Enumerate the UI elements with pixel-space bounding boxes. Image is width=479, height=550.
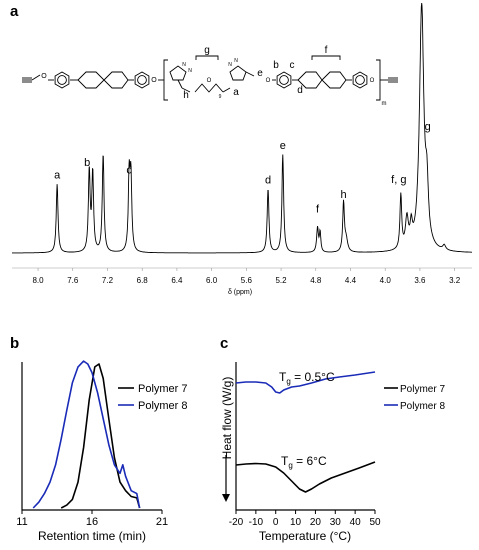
gpc-tick-label: 11 [16, 516, 27, 528]
nmr-tick-label: 6.4 [171, 276, 183, 285]
gpc-tick-label: 16 [86, 516, 98, 528]
dsc-arrow-head [222, 494, 230, 502]
benzene-ring [276, 71, 292, 89]
nmr-tick-label: 5.2 [275, 276, 287, 285]
dsc-tick-label: 0 [273, 517, 279, 528]
atom-label: N [188, 68, 192, 74]
nmr-peak-label: c [126, 165, 132, 177]
gpc-legend-label: Polymer 7 [138, 383, 188, 395]
nmr-tick-label: 3.6 [414, 276, 426, 285]
gpc-x-axis-label: Retention time (min) [38, 529, 146, 543]
peg-chain [194, 83, 224, 93]
tg-annotation: Tg = 6°C [281, 454, 327, 470]
nmr-x-axis-label: δ (ppm) [228, 289, 252, 296]
bond [177, 79, 183, 89]
atom-label: O [151, 77, 157, 84]
spiro-ring [77, 71, 105, 89]
atom-label: O [370, 78, 375, 84]
structure-label-g: g [204, 45, 210, 56]
structure-label-c: c [290, 60, 295, 71]
g-bracket [195, 55, 219, 60]
nmr-tick-label: 8.0 [32, 276, 44, 285]
structure-label-b: b [273, 60, 279, 71]
structure-subscript-m: m [382, 101, 387, 107]
nmr-tick-label: 4.4 [345, 276, 357, 285]
gpc-chart: 11 16 21 Polymer 7 Polymer 8 Retention time… [16, 360, 188, 543]
structure-label-h: h [183, 90, 189, 101]
dsc-tick-label: 40 [350, 517, 362, 528]
triazole-ring [229, 65, 247, 81]
atom-label: N [234, 58, 238, 64]
atom-label: N [228, 62, 232, 68]
nmr-peak-label: f, g [391, 174, 406, 186]
nmr-peak-label: b [84, 157, 90, 169]
dsc-series-line [235, 371, 376, 394]
dsc-tick-label: -10 [249, 517, 264, 528]
atom-label: O [266, 78, 271, 84]
nmr-trace [12, 3, 472, 254]
dsc-tick-label: 10 [290, 517, 302, 528]
panel-label-a: a [10, 3, 19, 20]
nmr-peak-label: g [425, 121, 431, 133]
dsc-tick-label: 30 [330, 517, 342, 528]
gpc-series-line [60, 363, 141, 509]
structure-subscript-9: 9 [219, 94, 222, 100]
ring-aromatic [137, 75, 147, 85]
nmr-tick-label: 6.0 [206, 276, 218, 285]
nmr-peak-label: d [265, 174, 271, 186]
dsc-series-line [235, 461, 376, 493]
spiro-ring [103, 71, 129, 89]
nmr-tick-label: 3.2 [449, 276, 461, 285]
nmr-peak-label: h [340, 189, 346, 201]
benzene-ring [352, 71, 368, 89]
dsc-tick-label: -20 [229, 517, 244, 528]
bond [245, 71, 255, 77]
nmr-tick-label: 4.0 [380, 276, 392, 285]
nmr-tick-label: 7.6 [67, 276, 79, 285]
nmr-tick-label: 5.6 [241, 276, 253, 285]
panel-label-c: c [220, 335, 228, 352]
dsc-tick-label: 50 [369, 517, 381, 528]
gpc-legend-label: Polymer 8 [138, 400, 188, 412]
gpc-tick-label: 21 [156, 516, 168, 528]
structure-label-f: f [325, 45, 328, 56]
bond [181, 87, 191, 93]
repeat-bracket-left [163, 59, 168, 101]
structure-label-d: d [297, 85, 303, 96]
nmr-tick-label: 6.8 [137, 276, 149, 285]
atom-label: O [41, 73, 47, 80]
dsc-legend-label: Polymer 8 [400, 401, 445, 412]
panel-label-b: b [10, 335, 19, 352]
tg-annotation: Tg = 0.5°C [279, 370, 335, 386]
repeat-bracket-right [376, 59, 381, 101]
dsc-legend-label: Polymer 7 [400, 384, 445, 395]
dsc-y-axis-label: Heat flow (W/g) [220, 377, 234, 460]
atom-label: N [182, 62, 186, 68]
nmr-peak-label: e [280, 140, 286, 152]
ring-aromatic [57, 75, 67, 85]
nmr-peak-label: a [54, 169, 61, 181]
nmr-peak-label: f [316, 203, 320, 215]
bond [222, 87, 231, 93]
bond [31, 74, 41, 81]
triazole-ring [169, 65, 187, 81]
ring-aromatic [279, 75, 289, 85]
nmr-spectrum: 8.0 7.6 7.2 6.8 6.4 6.0 5.6 5.2 4.8 4.4 4.0 3.6 3.2 … [12, 3, 472, 296]
benzene-ring [54, 71, 70, 89]
dsc-tick-label: 20 [310, 517, 322, 528]
f-bracket [311, 55, 341, 60]
dsc-chart: -20 -10 0 10 20 30 40 50 Polymer 7 Polymer 8 Tg … [220, 362, 445, 543]
dsc-x-axis-label: Temperature (°C) [259, 529, 351, 543]
ring-aromatic [355, 75, 365, 85]
benzene-ring [134, 71, 150, 89]
atom-label: O [207, 78, 212, 84]
nmr-tick-label: 7.2 [102, 276, 114, 285]
nmr-tick-label: 4.8 [310, 276, 322, 285]
gpc-series-line [32, 360, 141, 509]
structure-label-a: a [233, 87, 239, 98]
spiro-ring [321, 71, 347, 89]
structure-label-e: e [257, 68, 263, 79]
